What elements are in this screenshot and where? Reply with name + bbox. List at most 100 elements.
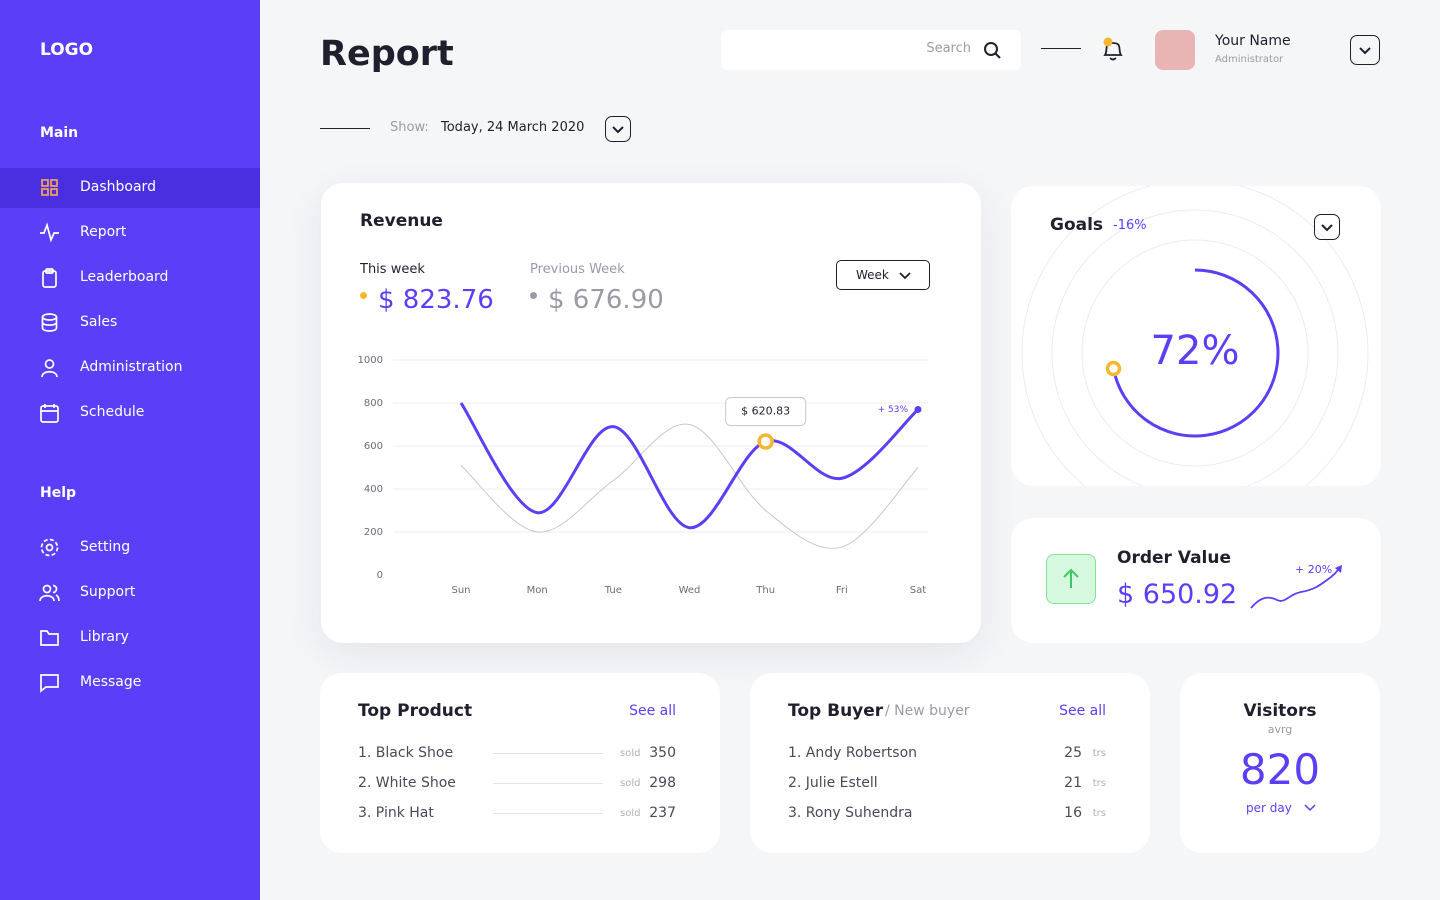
order-value-card: Order Value $ 650.92 + 20%: [1011, 518, 1381, 643]
product-value: 298: [649, 775, 676, 791]
nav-icon: [40, 222, 59, 243]
logo: LOGO: [40, 40, 94, 60]
card-title: Order Value: [1117, 548, 1231, 568]
search-icon: [984, 42, 1001, 59]
revenue-chart: 0 200 400 600 800 1000 Sun Mon Tue Wed Thu Fri Sat $ …: [358, 355, 928, 596]
divider: [1041, 48, 1081, 49]
nav-item[interactable]: Report: [0, 213, 260, 253]
nav-label: Leaderboard: [80, 269, 169, 285]
nav-icon: [42, 268, 57, 288]
chevron: [612, 126, 624, 134]
nav-icon: [41, 179, 58, 196]
this-week-value: $ 823.76: [378, 285, 494, 315]
y-tick-label: 600: [364, 441, 383, 452]
nav-item[interactable]: Library: [0, 618, 260, 658]
divider: [320, 128, 370, 129]
nav-label: Library: [80, 629, 129, 645]
avatar[interactable]: [1155, 30, 1195, 70]
sparkline: [1250, 565, 1342, 609]
see-all[interactable]: See all: [629, 703, 676, 719]
x-tick-label: Wed: [679, 585, 701, 596]
revenue-card: Revenue This week $ 823.76 Previous Week…: [321, 183, 981, 643]
x-tick-label: Sun: [451, 585, 470, 596]
product-name: 2. White Shoe: [358, 775, 456, 791]
goals-value: 72%: [1150, 328, 1240, 374]
nav-section-title: Main: [40, 125, 79, 141]
divider: [493, 753, 603, 754]
search-box[interactable]: Search: [721, 30, 1021, 70]
visitors-period[interactable]: per day: [1246, 801, 1292, 815]
chevron: [1321, 224, 1333, 232]
visitors-value: 820: [1239, 745, 1321, 794]
ring: [1051, 209, 1339, 486]
divider: [493, 813, 603, 814]
search-placeholder: Search: [926, 41, 971, 56]
up-icon: [1046, 554, 1096, 604]
nav-item[interactable]: Dashboard: [0, 168, 260, 208]
product-unit: sold: [620, 748, 641, 759]
nav-item[interactable]: Leaderboard: [0, 258, 260, 298]
goals-end: [1105, 360, 1122, 377]
buyer-unit: trs: [1092, 748, 1106, 759]
x-tick-label: Tue: [604, 585, 622, 596]
legend-dot: [360, 292, 367, 299]
period: Week: [856, 268, 889, 282]
tooltip-label: $ 620.83: [741, 405, 790, 418]
nav-label: Schedule: [80, 404, 145, 420]
previous-week-label: Previous Week: [530, 262, 625, 277]
nav-item[interactable]: Schedule: [0, 393, 260, 433]
top-buyer-card: Top Buyer / New buyer See all 1. Andy Ro…: [750, 673, 1150, 853]
nav-item[interactable]: Setting: [0, 528, 260, 568]
series-line: [459, 402, 920, 530]
x-tick-label: Mon: [527, 585, 548, 596]
y-tick-label: 0: [377, 570, 383, 581]
buyer-name: 3. Rony Suhendra: [788, 805, 913, 821]
nav-item[interactable]: Message: [0, 663, 260, 703]
nav-label: Sales: [80, 314, 118, 330]
nav-label: Dashboard: [80, 179, 156, 195]
nav-icon: [40, 538, 59, 557]
product-name: 1. Black Shoe: [358, 745, 454, 761]
nav-icon: [39, 584, 60, 602]
nav-item[interactable]: Sales: [0, 303, 260, 343]
end-point: [914, 405, 922, 413]
series-line: [460, 423, 919, 549]
highlight-point: [757, 433, 774, 450]
page-title: Report: [320, 34, 454, 74]
buyer-value: 25: [1064, 745, 1082, 761]
goals-chart: [1021, 186, 1369, 486]
ring: [1021, 186, 1369, 486]
nav-label: Setting: [80, 539, 131, 555]
nav-item[interactable]: Administration: [0, 348, 260, 388]
y-tick-label: 400: [364, 484, 383, 495]
legend-dot: [530, 292, 537, 299]
order-value: $ 650.92: [1117, 579, 1238, 610]
ring: [1081, 239, 1309, 467]
see-all[interactable]: See all: [1059, 703, 1106, 719]
chevron: [1304, 804, 1316, 812]
product-value: 350: [649, 745, 676, 761]
nav-label: Report: [80, 224, 127, 240]
y-tick-label: 1000: [358, 355, 383, 366]
goals-change: -16%: [1113, 218, 1147, 233]
bell-icon[interactable]: [1100, 36, 1126, 64]
chevron: [1359, 47, 1371, 55]
x-tick-label: Sat: [910, 585, 926, 596]
user-menu-button[interactable]: [1350, 35, 1380, 65]
nav-icon: [40, 630, 59, 646]
annotation: + 53%: [878, 405, 909, 415]
nav-icon: [41, 359, 58, 378]
nav-item[interactable]: Support: [0, 573, 260, 613]
goals-card: Goals -16% 72%: [1011, 186, 1381, 486]
tooltip-box: [725, 397, 807, 427]
goals-menu[interactable]: [1314, 214, 1340, 240]
card-title: Top Product: [358, 701, 473, 721]
date-button[interactable]: [605, 116, 631, 142]
period-select[interactable]: Week: [836, 260, 930, 290]
y-tick-label: 800: [364, 398, 383, 409]
x-tick-label: Fri: [836, 585, 848, 596]
y-tick-label: 200: [364, 527, 383, 538]
divider: [493, 783, 603, 784]
nav-section-title: Help: [40, 485, 77, 501]
